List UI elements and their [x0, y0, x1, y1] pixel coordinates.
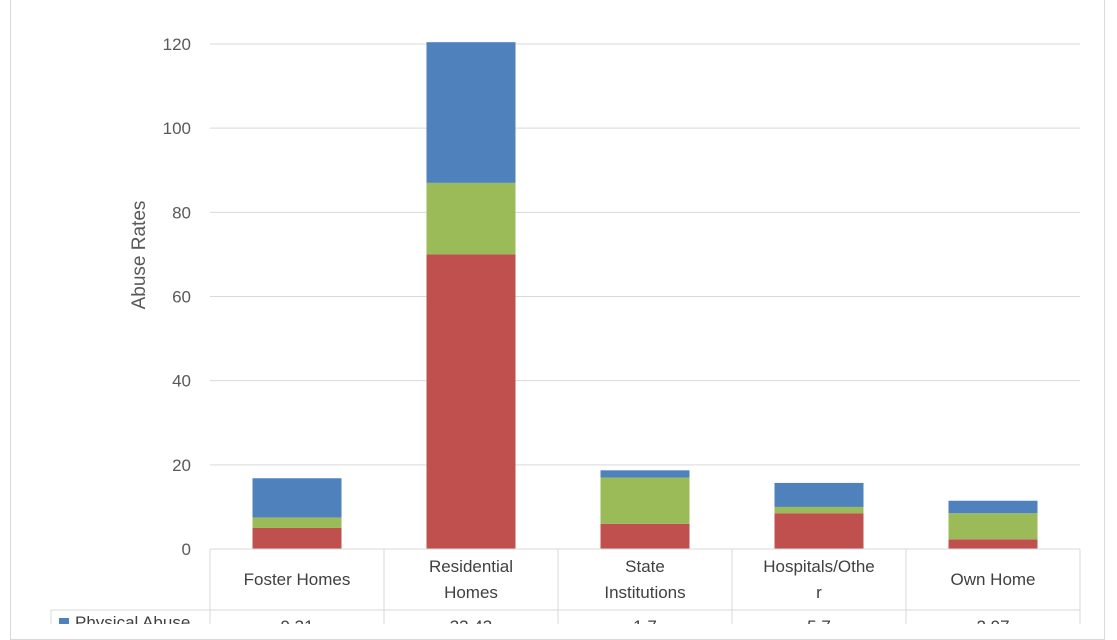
stacked-bar-chart: 0 20 40 60 80 100 120 Abuse Rates Foster Homes Re… — [50, 35, 1081, 624]
bar-segment — [948, 500, 1038, 514]
category-label: Hospitals/Othe — [763, 557, 875, 576]
bar-segment — [252, 527, 342, 549]
category-label: Own Home — [950, 570, 1035, 589]
bar-segment — [600, 523, 690, 549]
y-tick-label: 0 — [182, 540, 191, 559]
bar-segment — [252, 478, 342, 518]
bar-segment — [600, 477, 690, 524]
bar-segment — [426, 42, 516, 183]
legend-key-physical-abuse — [59, 618, 69, 624]
y-tick-label: 60 — [172, 288, 191, 307]
bar-segment — [774, 482, 864, 507]
category-label: Institutions — [604, 583, 685, 602]
category-label: r — [816, 583, 822, 602]
category-label: State — [625, 557, 665, 576]
y-tick-label: 80 — [172, 203, 191, 222]
y-tick-label: 20 — [172, 456, 191, 475]
y-tick-label: 100 — [163, 119, 191, 138]
category-label: Foster Homes — [244, 570, 351, 589]
bar-segment — [948, 513, 1038, 540]
bar-segment — [252, 517, 342, 528]
bar-segment — [426, 182, 516, 255]
bar-segment — [600, 470, 690, 478]
table-cell-value: 9.31 — [280, 617, 313, 624]
y-tick-label: 40 — [172, 372, 191, 391]
bar-segment — [774, 506, 864, 514]
bar-segment — [948, 539, 1038, 549]
table-cell-value: 5.7 — [807, 617, 831, 624]
table-cell-value: 2.97 — [976, 617, 1009, 624]
category-label: Residential — [429, 557, 513, 576]
y-tick-label: 120 — [163, 35, 191, 54]
table-cell-value: 33.43 — [450, 617, 493, 624]
table-row-label: Physical Abuse — [75, 613, 190, 624]
table-cell-value: 1.7 — [633, 617, 657, 624]
bar-segment — [774, 513, 864, 549]
bar-segment — [426, 254, 516, 549]
y-axis-title: Abuse Rates — [129, 201, 150, 310]
category-label: Homes — [444, 583, 498, 602]
